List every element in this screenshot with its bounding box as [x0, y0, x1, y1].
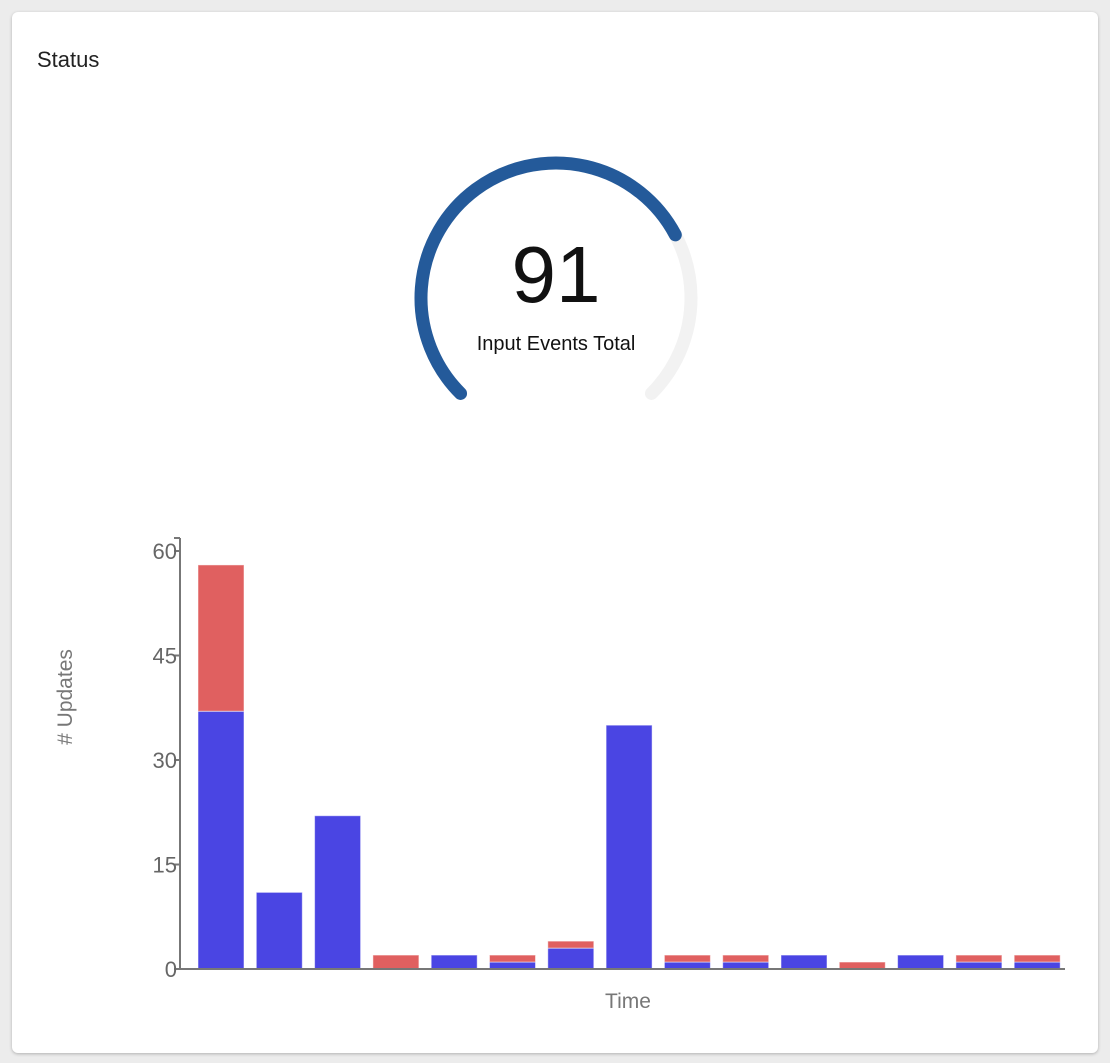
bar-segment: [547, 940, 595, 949]
bar-segment: [955, 961, 1003, 970]
bar-segment: [314, 815, 362, 970]
bar-segment: [605, 724, 653, 970]
bar-segment: [197, 564, 245, 712]
bar-chart: # Updates Time 0 15 30 45 60: [54, 537, 1065, 1013]
bar-segment: [430, 954, 478, 970]
y-tick-label: 60: [153, 539, 177, 564]
bar-segment: [897, 954, 945, 970]
bar-segment: [780, 954, 828, 970]
bar-segment: [722, 954, 770, 963]
gauge-fill: [414, 156, 682, 400]
bar-segment: [372, 954, 420, 970]
bar-segment: [197, 710, 245, 970]
y-axis-label: # Updates: [54, 649, 77, 745]
y-tick-label: 15: [153, 853, 177, 878]
bar-segment: [1013, 954, 1061, 963]
gauge-value: 91: [512, 230, 601, 319]
bar-segment: [255, 891, 303, 970]
bar-segment: [663, 961, 711, 970]
bar-segment: [955, 954, 1003, 963]
status-card: Status: [12, 12, 1098, 1053]
bar-segment: [547, 947, 595, 970]
y-tick-label: 30: [153, 748, 177, 773]
bar-segment: [1013, 961, 1061, 970]
card-title: Status: [37, 47, 100, 72]
bar-segment: [663, 954, 711, 963]
bar-segment: [722, 961, 770, 970]
bar-segment: [489, 954, 536, 963]
gauge-label: Input Events Total: [477, 333, 636, 355]
bar-segment: [838, 961, 886, 970]
x-axis-label: Time: [605, 990, 651, 1013]
y-tick-label: 45: [153, 644, 177, 669]
bar-segment: [489, 961, 536, 970]
gauge: 91 Input Events Total: [414, 156, 698, 400]
y-tick-label: 0: [165, 957, 177, 982]
